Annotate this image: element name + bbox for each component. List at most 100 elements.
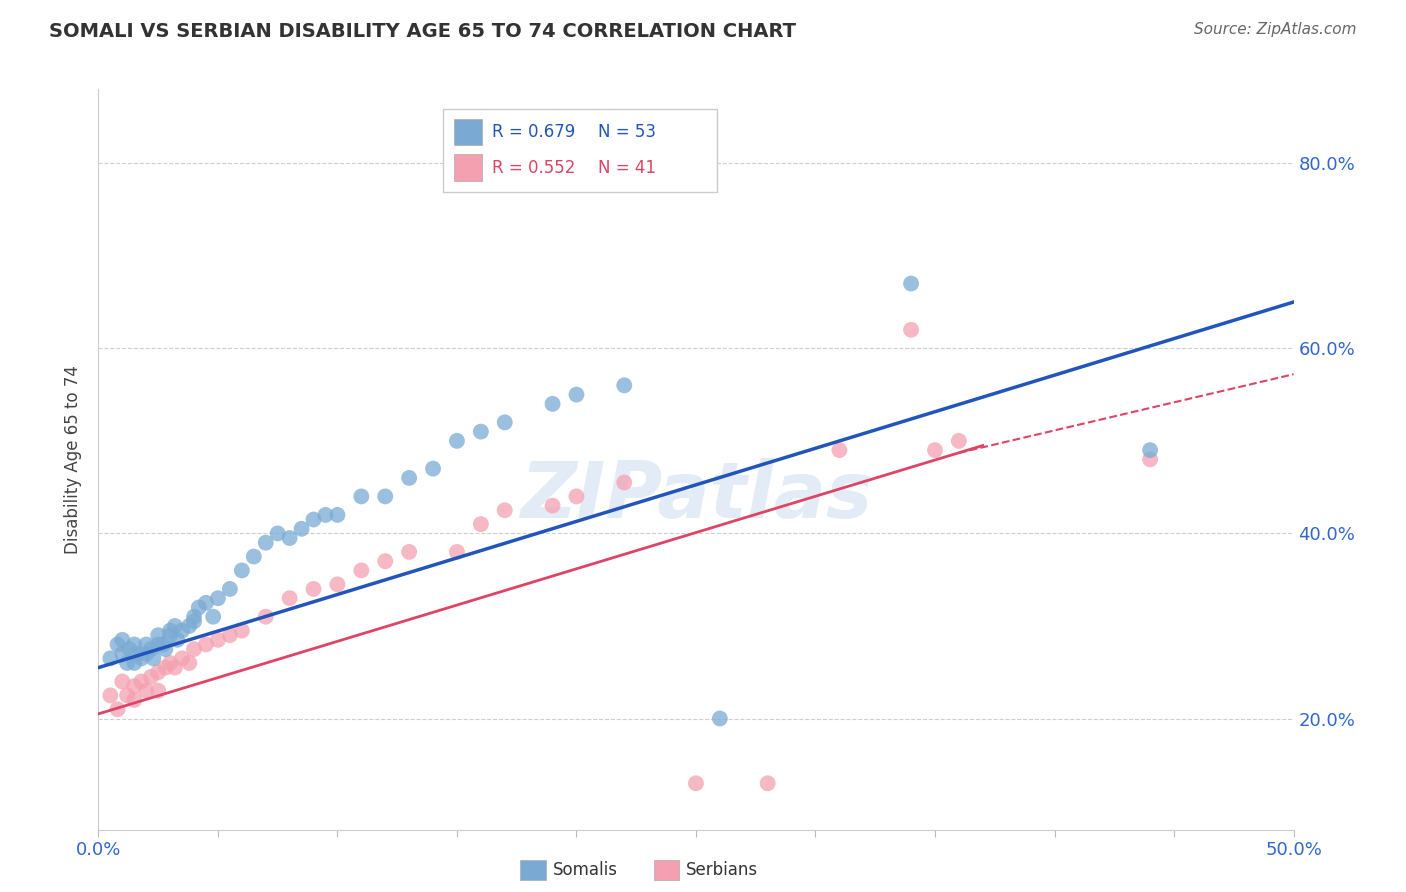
- Point: [183, 615, 205, 629]
- Point: [148, 665, 170, 680]
- Point: [124, 637, 146, 651]
- Point: [131, 651, 153, 665]
- Point: [541, 499, 564, 513]
- Point: [115, 689, 138, 703]
- Text: Source: ZipAtlas.com: Source: ZipAtlas.com: [1194, 22, 1357, 37]
- Point: [278, 531, 301, 545]
- Point: [183, 642, 205, 657]
- Text: ZIPatlas: ZIPatlas: [520, 458, 872, 534]
- Point: [159, 628, 181, 642]
- Point: [494, 415, 516, 429]
- Point: [541, 397, 564, 411]
- Point: [613, 475, 636, 490]
- Point: [179, 656, 201, 670]
- Point: [1139, 443, 1161, 458]
- Point: [446, 545, 468, 559]
- Point: [709, 712, 731, 726]
- Point: [374, 554, 396, 568]
- Point: [446, 434, 468, 448]
- Point: [179, 619, 201, 633]
- Point: [172, 624, 194, 638]
- Point: [231, 624, 253, 638]
- Point: [115, 656, 138, 670]
- Point: [494, 503, 516, 517]
- Point: [118, 642, 141, 657]
- Point: [302, 582, 325, 596]
- Point: [98, 651, 122, 665]
- Point: [166, 632, 188, 647]
- Point: [124, 679, 146, 693]
- Point: [155, 660, 177, 674]
- Point: [111, 632, 134, 647]
- Point: [159, 656, 181, 670]
- Point: [155, 642, 177, 657]
- Point: [267, 526, 290, 541]
- Y-axis label: Disability Age 65 to 74: Disability Age 65 to 74: [65, 365, 83, 554]
- Point: [254, 535, 277, 549]
- Point: [470, 517, 492, 532]
- Point: [900, 277, 922, 291]
- Point: [422, 461, 444, 475]
- Point: [172, 651, 194, 665]
- Point: [98, 689, 122, 703]
- Point: [900, 323, 922, 337]
- Point: [278, 591, 301, 606]
- Point: [131, 674, 153, 689]
- Point: [291, 522, 314, 536]
- Point: [125, 647, 148, 661]
- Point: [398, 545, 420, 559]
- Point: [159, 624, 181, 638]
- Point: [152, 637, 174, 651]
- Point: [219, 582, 242, 596]
- Point: [163, 619, 186, 633]
- Point: [111, 674, 134, 689]
- Text: R = 0.552: R = 0.552: [492, 159, 575, 177]
- Point: [326, 577, 349, 591]
- Point: [135, 637, 157, 651]
- Point: [139, 670, 162, 684]
- Point: [565, 489, 588, 503]
- Text: N = 41: N = 41: [598, 159, 655, 177]
- Point: [350, 489, 373, 503]
- Point: [195, 637, 218, 651]
- Text: R = 0.679: R = 0.679: [492, 123, 575, 141]
- Point: [948, 434, 970, 448]
- Point: [350, 564, 373, 578]
- Point: [163, 660, 186, 674]
- Text: SOMALI VS SERBIAN DISABILITY AGE 65 TO 74 CORRELATION CHART: SOMALI VS SERBIAN DISABILITY AGE 65 TO 7…: [49, 22, 796, 41]
- Text: N = 53: N = 53: [598, 123, 655, 141]
- Point: [219, 628, 242, 642]
- Point: [148, 628, 170, 642]
- Point: [374, 489, 396, 503]
- Point: [470, 425, 492, 439]
- Point: [124, 693, 146, 707]
- Point: [135, 647, 157, 661]
- Point: [107, 637, 129, 651]
- Point: [187, 600, 209, 615]
- Point: [135, 683, 157, 698]
- Text: Somalis: Somalis: [553, 861, 617, 879]
- Point: [183, 609, 205, 624]
- Point: [195, 596, 218, 610]
- Point: [207, 632, 229, 647]
- Point: [398, 471, 420, 485]
- Point: [148, 683, 170, 698]
- Point: [231, 564, 253, 578]
- Point: [207, 591, 229, 606]
- Point: [565, 387, 588, 401]
- Point: [254, 609, 277, 624]
- Point: [685, 776, 707, 790]
- Text: Serbians: Serbians: [686, 861, 758, 879]
- Point: [326, 508, 349, 522]
- Point: [302, 512, 325, 526]
- Point: [142, 651, 165, 665]
- Point: [148, 637, 170, 651]
- Point: [139, 642, 162, 657]
- Point: [613, 378, 636, 392]
- Point: [924, 443, 946, 458]
- Point: [828, 443, 851, 458]
- Point: [1139, 452, 1161, 467]
- Point: [756, 776, 779, 790]
- Point: [202, 609, 225, 624]
- Point: [124, 656, 146, 670]
